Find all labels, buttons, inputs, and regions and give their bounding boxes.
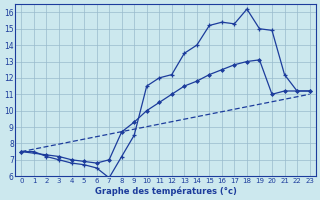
X-axis label: Graphe des températures (°c): Graphe des températures (°c)	[95, 186, 236, 196]
